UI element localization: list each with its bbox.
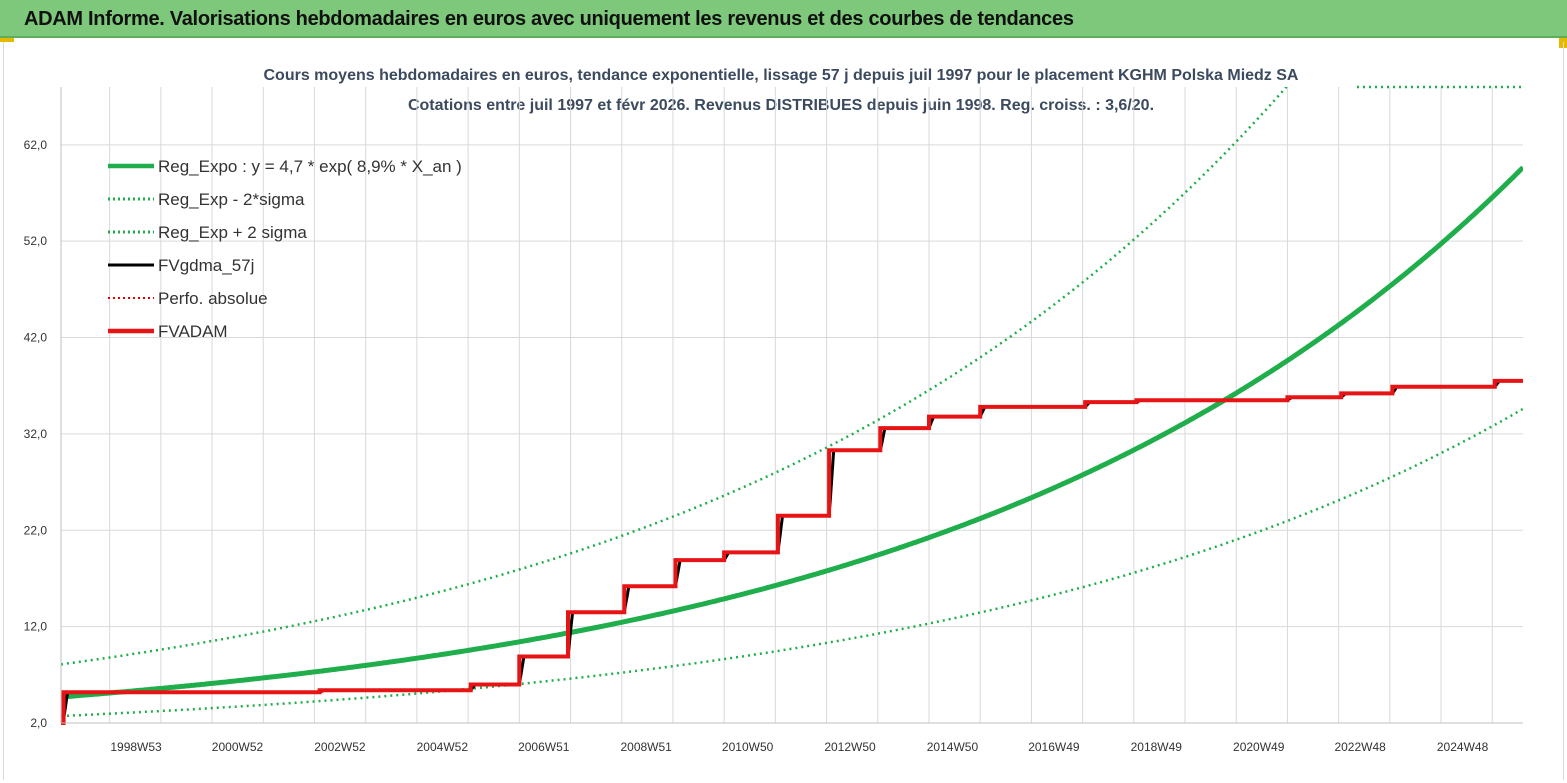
legend-label: Perfo. absolue	[158, 289, 268, 308]
x-tick-label: 2006W51	[518, 740, 570, 754]
y-tick-label: 12,0	[24, 620, 48, 634]
legend-label: FVgdma_57j	[158, 256, 254, 275]
x-tick-label: 2008W51	[620, 740, 672, 754]
series-reg-exp-minus-2-sigma	[61, 407, 1523, 718]
series-reg-expo	[61, 165, 1523, 700]
series-fvadam	[61, 378, 1523, 725]
legend-label: Reg_Exp + 2 sigma	[158, 223, 307, 242]
series-layer	[61, 85, 1525, 725]
y-tick-label: 22,0	[24, 523, 48, 537]
legend-label: FVADAM	[158, 322, 228, 341]
series-fvgdma-57j	[62, 379, 1523, 720]
y-tick-label: 32,0	[24, 427, 48, 441]
x-tick-label: 2002W52	[314, 740, 366, 754]
y-tick-label: 52,0	[24, 234, 48, 248]
legend-label: Reg_Expo : y = 4,7 * exp( 8,9% * X_an )	[158, 157, 462, 176]
report-banner: ADAM Informe. Valorisations hebdomadaire…	[0, 0, 1567, 38]
chart-area: Cours moyens hebdomadaires en euros, ten…	[3, 42, 1564, 780]
legend-label: Reg_Exp - 2*sigma	[158, 190, 305, 209]
corner-marker-left	[0, 38, 14, 42]
axes: 2,0 12,0 22,0 32,0 42,0 52,0 62,0 1998W53 2000W5…	[24, 87, 1523, 754]
line-chart: Cours moyens hebdomadaires en euros, ten…	[24, 67, 1525, 754]
report-title: ADAM Informe. Valorisations hebdomadaire…	[24, 8, 1074, 30]
chart-subtitle: Cotations entre juil 1997 et févr 2026. …	[408, 97, 1154, 114]
x-tick-label: 2012W50	[824, 740, 876, 754]
x-tick-label: 2000W52	[212, 740, 264, 754]
y-tick-label: 42,0	[24, 331, 48, 345]
y-tick-label: 2,0	[30, 716, 47, 730]
x-tick-label: 2022W48	[1334, 740, 1386, 754]
x-tick-label: 2020W49	[1233, 740, 1285, 754]
x-tick-label: 2010W50	[722, 740, 774, 754]
y-tick-label: 62,0	[24, 138, 48, 152]
legend: Reg_Expo : y = 4,7 * exp( 8,9% * X_an ) R…	[108, 157, 462, 341]
series-reg-exp-plus-2-sigma	[61, 87, 1288, 666]
x-tick-label: 2024W48	[1437, 740, 1489, 754]
x-tick-label: 2014W50	[927, 740, 979, 754]
x-tick-label: 2016W49	[1028, 740, 1080, 754]
x-tick-label: 1998W53	[110, 740, 162, 754]
x-tick-label: 2004W52	[417, 740, 469, 754]
chart-title: Cours moyens hebdomadaires en euros, ten…	[264, 67, 1299, 84]
x-tick-label: 2018W49	[1131, 740, 1183, 754]
